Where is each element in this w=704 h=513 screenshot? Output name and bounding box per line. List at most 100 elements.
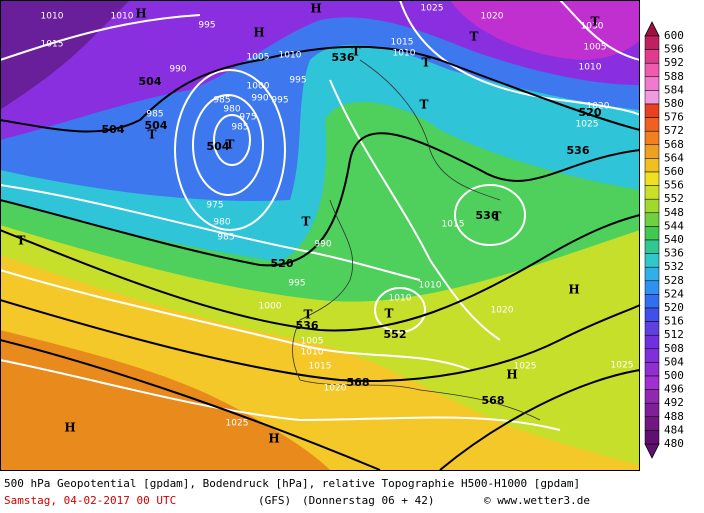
magenta-field	[450, 0, 640, 60]
legend-label: 492	[664, 396, 684, 409]
isobar-label: 1025	[611, 361, 634, 371]
legend-label: 480	[664, 437, 684, 450]
legend-label: 496	[664, 383, 684, 396]
isobar-label: 985	[231, 123, 248, 133]
legend-label: 540	[664, 233, 684, 246]
geopotential-label: 568	[482, 394, 505, 407]
legend-swatch	[644, 402, 660, 418]
legend-swatch	[644, 253, 660, 268]
footer-date: Samstag, 04-02-2017 00 UTC	[4, 494, 176, 507]
pressure-center: H	[506, 368, 517, 382]
legend-swatch	[644, 198, 660, 214]
legend-arrow-top	[644, 21, 660, 37]
isobar-label: 1015	[41, 40, 64, 50]
isobar-label: 1005	[584, 43, 607, 53]
geopotential-label: 504	[139, 75, 162, 88]
pressure-center: H	[135, 7, 146, 21]
isobar-label: 1025	[514, 362, 537, 372]
geopotential-label: 504	[102, 123, 125, 136]
isobar-label: 1020	[481, 12, 504, 22]
footer-credit: © www.wetter3.de	[484, 494, 590, 507]
isobar-label: 1020	[324, 384, 347, 394]
legend-label: 488	[664, 410, 684, 423]
legend-swatch	[644, 35, 660, 50]
isobar-label: 1020	[491, 306, 514, 316]
isobar-label: 995	[198, 21, 215, 31]
legend-swatch	[644, 144, 660, 159]
legend-label: 528	[664, 274, 684, 287]
isobar-label: 1000	[259, 302, 282, 312]
isobar-label: 990	[251, 94, 268, 104]
legend-swatch	[644, 321, 660, 336]
pressure-center: H	[253, 26, 264, 40]
isobar-label: 995	[288, 279, 305, 289]
isobar-label: 990	[314, 240, 331, 250]
legend-swatch	[644, 171, 660, 186]
footer-forecast: (Donnerstag 06 + 42)	[302, 494, 434, 507]
pressure-center: T	[385, 307, 394, 321]
geopotential-lines	[0, 45, 641, 471]
footer-title: 500 hPa Geopotential [gpdam], Bodendruck…	[4, 477, 580, 490]
legend-swatch	[644, 90, 660, 105]
map-frame	[0, 0, 640, 471]
isobar-label: 1025	[226, 419, 249, 429]
legend-swatch	[644, 375, 660, 390]
geopotential-label: 536	[567, 144, 590, 157]
legend-swatch	[644, 430, 660, 445]
isobar-label: 985	[146, 110, 163, 120]
pressure-center: T	[352, 45, 361, 59]
geopotential-label: 504	[145, 119, 168, 132]
legend-swatch	[644, 389, 660, 404]
isobar-label: 1025	[421, 4, 444, 14]
legend-label: 576	[664, 111, 684, 124]
footer-model: (GFS)	[258, 494, 291, 507]
isobar-label: 975	[206, 201, 223, 211]
geopotential-label: 536	[296, 319, 319, 332]
legend-label: 548	[664, 206, 684, 219]
isobar-label: 1020	[587, 102, 610, 112]
legend-label: 532	[664, 260, 684, 273]
legend-swatch	[644, 266, 660, 282]
isobar-label: 985	[213, 96, 230, 106]
isobar-label: 995	[271, 96, 288, 106]
isobar-label: 1005	[247, 53, 270, 63]
legend-label: 536	[664, 247, 684, 260]
isobar-label: 1015	[391, 38, 414, 48]
pressure-center: T	[591, 15, 600, 29]
legend-label: 500	[664, 369, 684, 382]
legend-swatch	[644, 130, 660, 146]
isobar-label: 985	[217, 233, 234, 243]
legend-label: 544	[664, 219, 684, 232]
isobar-label: 1025	[576, 120, 599, 130]
legend-label: 504	[664, 355, 684, 368]
isobar-label: 1010	[419, 281, 442, 291]
pressure-center: T	[422, 56, 431, 70]
isobar-label: 1015	[309, 362, 332, 372]
legend-swatch	[644, 62, 660, 78]
geopotential-label: 552	[384, 328, 407, 341]
isobar-label: 1010	[389, 294, 412, 304]
geopotential-label: 520	[579, 106, 602, 119]
legend-label: 592	[664, 56, 684, 69]
isobar-label: 1010	[41, 12, 64, 22]
legend-label: 556	[664, 179, 684, 192]
legend-label: 524	[664, 287, 684, 300]
legend-label: 516	[664, 315, 684, 328]
legend-swatch	[644, 158, 660, 173]
legend-label: 552	[664, 192, 684, 205]
legend-swatch	[644, 416, 660, 431]
legend-swatch	[644, 307, 660, 322]
purple-field	[0, 0, 640, 140]
legend-label: 520	[664, 301, 684, 314]
pressure-center: T	[302, 215, 311, 229]
legend-label: 508	[664, 342, 684, 355]
color-legend: 6005965925885845805765725685645605565525…	[644, 21, 684, 459]
legend-swatch	[644, 185, 660, 200]
legend-swatch	[644, 212, 660, 227]
legend-swatch	[644, 239, 660, 254]
isobar-label: 1010	[111, 12, 134, 22]
legend-swatch	[644, 348, 660, 363]
